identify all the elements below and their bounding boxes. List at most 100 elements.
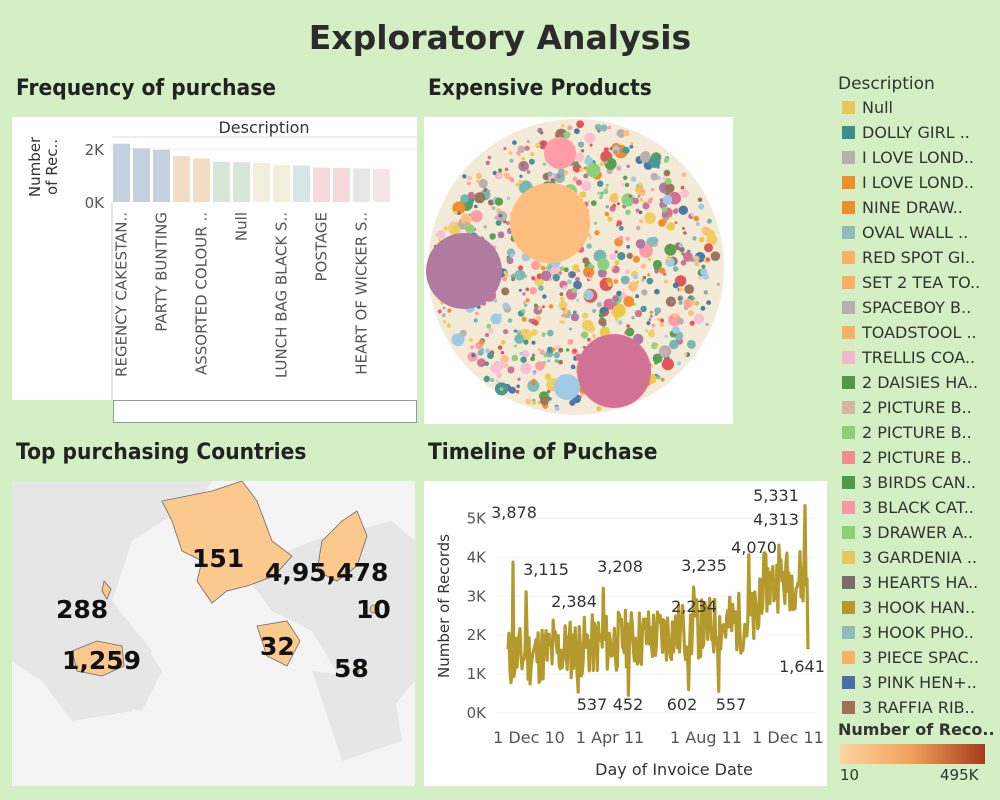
- bubble: [645, 329, 649, 333]
- bubble: [616, 166, 621, 171]
- bar: [113, 143, 130, 202]
- legend-item[interactable]: I LOVE LOND..: [840, 173, 1000, 195]
- legend-item[interactable]: 2 PICTURE B..: [840, 398, 1000, 420]
- bubble: [594, 230, 600, 236]
- bubble: [533, 320, 539, 326]
- legend-item[interactable]: SPACEBOY B..: [840, 298, 1000, 320]
- bubble: [672, 208, 678, 214]
- bubble: [568, 327, 572, 331]
- bubble: [453, 211, 458, 215]
- legend-item[interactable]: Null: [840, 98, 1000, 120]
- bubble: [635, 239, 646, 249]
- bubble: [496, 379, 499, 383]
- bubble: [531, 401, 536, 405]
- bubble: [570, 313, 580, 322]
- bubble: [542, 162, 546, 166]
- legend-item[interactable]: TOADSTOOL ..: [840, 323, 1000, 345]
- legend-item[interactable]: RED SPOT GI..: [840, 248, 1000, 270]
- horizontal-scrollbar[interactable]: [113, 400, 417, 423]
- legend-item[interactable]: SET 2 TEA TO..: [840, 273, 1000, 295]
- bubble: [521, 350, 530, 358]
- bubble: [688, 310, 695, 317]
- legend-item[interactable]: 3 BLACK CAT..: [840, 498, 1000, 520]
- bubble: [539, 349, 545, 355]
- bubble: [572, 176, 578, 182]
- legend-label: SET 2 TEA TO..: [862, 273, 981, 292]
- legend-title: Description: [838, 74, 935, 94]
- legend-item[interactable]: 3 PIECE SPAC..: [840, 648, 1000, 670]
- bubble: [457, 211, 461, 216]
- legend-swatch: [842, 451, 855, 464]
- legend-label: 3 PINK HEN+..: [862, 673, 977, 692]
- bubble: [642, 159, 646, 163]
- legend-item[interactable]: NINE DRAW..: [840, 198, 1000, 220]
- bubble: [466, 175, 471, 180]
- legend-item[interactable]: 3 RAFFIA RIB..: [840, 698, 1000, 720]
- bubble: [576, 120, 584, 129]
- legend-item[interactable]: 2 DAISIES HA..: [840, 373, 1000, 395]
- bubble: [680, 185, 685, 190]
- bubble: [478, 178, 488, 189]
- bubble: [426, 233, 502, 309]
- bubble: [502, 276, 508, 282]
- legend-item[interactable]: DOLLY GIRL ..: [840, 123, 1000, 145]
- map-landmass: [12, 481, 212, 721]
- bar: [173, 156, 190, 202]
- map-label-usa: 151: [192, 544, 245, 573]
- bubble: [693, 313, 705, 324]
- bubble: [518, 265, 524, 271]
- bubble: [514, 333, 525, 344]
- bubble: [538, 263, 542, 267]
- legend-item[interactable]: 3 BIRDS CAN..: [840, 473, 1000, 495]
- section-title-frequency: Frequency of purchase: [16, 76, 277, 101]
- bubble: [639, 198, 643, 202]
- legend-item[interactable]: TRELLIS COA..: [840, 348, 1000, 370]
- bubble: [495, 219, 502, 226]
- map-panel[interactable]: [12, 481, 415, 786]
- legend-item[interactable]: 3 GARDENIA ..: [840, 548, 1000, 570]
- bubble: [614, 260, 620, 265]
- bubble: [612, 193, 618, 199]
- legend-item[interactable]: 3 HEARTS HA..: [840, 573, 1000, 595]
- legend-swatch: [842, 476, 855, 489]
- legend-item[interactable]: 3 DRAWER A..: [840, 523, 1000, 545]
- bubble: [684, 284, 694, 294]
- bubble: [510, 183, 590, 263]
- legend-label: 2 PICTURE B..: [862, 448, 972, 467]
- y-tick-label: 1K: [467, 665, 488, 683]
- legend-item[interactable]: 3 HOOK HAN..: [840, 598, 1000, 620]
- bubble: [494, 197, 504, 206]
- bubble: [467, 191, 475, 199]
- y-tick-label: 5K: [467, 509, 488, 527]
- bubble: [518, 179, 523, 184]
- bubble: [516, 151, 519, 155]
- bar: [273, 165, 290, 202]
- bubble: [596, 406, 602, 412]
- bubble: [597, 180, 604, 187]
- legend-label: 3 BIRDS CAN..: [862, 473, 976, 492]
- legend-item[interactable]: I LOVE LOND..: [840, 148, 1000, 170]
- bubble: [437, 238, 441, 242]
- bubble: [605, 205, 609, 209]
- bubble: [480, 348, 484, 352]
- bubble: [597, 258, 610, 271]
- legend-item[interactable]: 2 PICTURE B..: [840, 448, 1000, 470]
- bubble: [610, 266, 615, 270]
- bubble: [639, 219, 644, 224]
- bubble: [632, 197, 640, 205]
- legend-item[interactable]: 3 HOOK PHO..: [840, 623, 1000, 645]
- legend-item[interactable]: 2 PICTURE B..: [840, 423, 1000, 445]
- bubble: [586, 170, 593, 176]
- bubble: [580, 331, 589, 339]
- bubble-panel: [424, 117, 733, 424]
- data-label: 452: [613, 695, 644, 714]
- bubble: [677, 296, 682, 301]
- bubble: [704, 243, 713, 253]
- country-north-america: [161, 481, 293, 604]
- legend-item[interactable]: OVAL WALL ..: [840, 223, 1000, 245]
- bubble: [612, 295, 619, 303]
- bubble: [609, 147, 613, 151]
- legend-item[interactable]: 3 PINK HEN+..: [840, 673, 1000, 695]
- bubble: [442, 306, 446, 310]
- bubble: [666, 255, 672, 261]
